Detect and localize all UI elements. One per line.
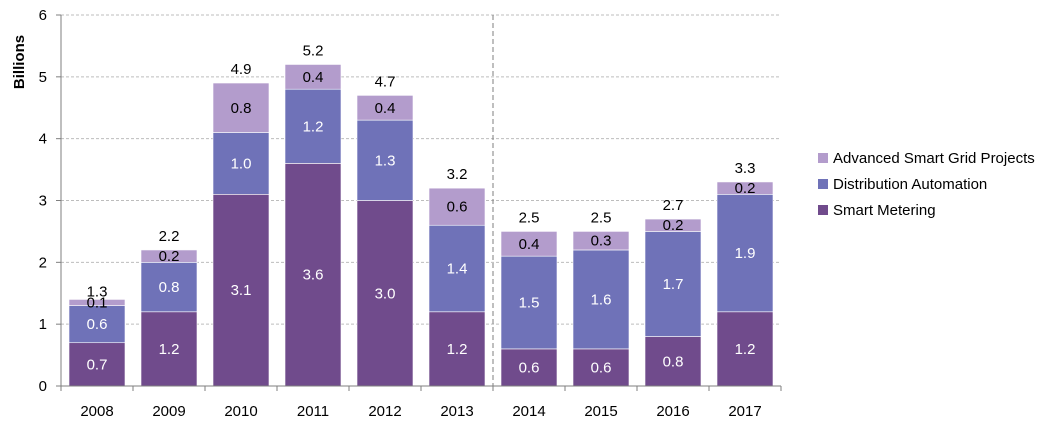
- legend-swatch: [818, 153, 828, 163]
- segment-label: 0.1: [87, 295, 108, 312]
- bar-segment: [212, 82, 270, 133]
- segment-label: 0.6: [519, 359, 540, 376]
- y-axis-title: Billions: [11, 35, 28, 89]
- segment-label: 3.6: [303, 267, 324, 284]
- total-label: 2.7: [663, 197, 684, 214]
- total-label: 3.2: [447, 166, 468, 183]
- legend-label: Advanced Smart Grid Projects: [833, 150, 1035, 167]
- y-tick-label: 0: [39, 378, 47, 395]
- segment-label: 0.8: [231, 100, 252, 117]
- segment-label: 0.6: [447, 199, 468, 216]
- total-label: 2.5: [591, 209, 612, 226]
- axes: 0 1 2 3 4 5 6 2008 2009 2010 2011 2012 2013 2014 2015 2…: [39, 7, 782, 420]
- bar-segment: [212, 194, 270, 387]
- bar-segment: [644, 336, 702, 387]
- data-labels: 0.70.60.11.31.20.80.22.23.11.00.84.93.61…: [87, 42, 756, 376]
- segment-label: 0.4: [519, 236, 540, 253]
- segment-label: 3.0: [375, 285, 396, 302]
- bar-segment: [716, 311, 774, 387]
- segment-label: 1.9: [735, 245, 756, 262]
- total-label: 5.2: [303, 42, 324, 59]
- bar-segment: [356, 200, 414, 387]
- x-tick-label: 2017: [728, 403, 761, 420]
- y-tick-label: 4: [39, 131, 47, 148]
- x-tick-label: 2012: [368, 403, 401, 420]
- segment-label: 1.3: [375, 152, 396, 169]
- y-tick-label: 5: [39, 69, 47, 86]
- legend: Advanced Smart Grid Projects Distribution…: [818, 150, 1035, 219]
- total-label: 4.7: [375, 73, 396, 90]
- segment-label: 1.2: [159, 341, 180, 358]
- segment-label: 0.7: [87, 356, 108, 373]
- bar-segment: [284, 163, 342, 387]
- bar-segment: [68, 299, 126, 306]
- segment-label: 0.2: [159, 248, 180, 265]
- segment-label: 1.5: [519, 295, 540, 312]
- x-tick-label: 2016: [656, 403, 689, 420]
- segment-label: 0.6: [591, 359, 612, 376]
- x-tick-label: 2009: [152, 403, 185, 420]
- y-tick-label: 3: [39, 193, 47, 210]
- x-tick-label: 2011: [297, 403, 329, 420]
- bar-segment: [140, 262, 198, 313]
- bar-segment: [284, 88, 342, 164]
- total-label: 2.2: [159, 228, 180, 245]
- bar-segment: [428, 187, 486, 226]
- segment-label: 1.2: [447, 341, 468, 358]
- segment-label: 1.4: [447, 261, 468, 278]
- segment-label: 1.6: [591, 291, 612, 308]
- bar-segment: [140, 249, 198, 263]
- bar-segment: [572, 249, 630, 350]
- segment-label: 0.4: [303, 69, 324, 86]
- segment-label: 1.0: [231, 155, 252, 172]
- segment-label: 0.3: [591, 233, 612, 250]
- segment-label: 1.2: [303, 118, 324, 135]
- bar-segment: [140, 311, 198, 387]
- bar-segment: [644, 231, 702, 337]
- legend-swatch: [818, 179, 828, 189]
- segment-label: 0.8: [663, 353, 684, 370]
- bar-segment: [716, 194, 774, 313]
- y-tick-label: 2: [39, 254, 47, 271]
- bar-segment: [500, 255, 558, 350]
- legend-swatch: [818, 205, 828, 215]
- total-label: 4.9: [231, 61, 252, 78]
- segment-label: 3.1: [231, 282, 252, 299]
- total-label: 1.3: [87, 284, 108, 301]
- bars: [68, 64, 774, 387]
- bar-segment: [644, 218, 702, 232]
- segment-label: 0.2: [735, 180, 756, 197]
- bar-segment: [284, 64, 342, 90]
- bar-segment: [356, 119, 414, 201]
- segment-label: 1.7: [663, 276, 684, 293]
- x-tick-label: 2013: [440, 403, 473, 420]
- bar-segment: [356, 95, 414, 121]
- y-tick-label: 6: [39, 7, 47, 24]
- x-tick-label: 2008: [80, 403, 113, 420]
- legend-label: Smart Metering: [833, 202, 936, 219]
- segment-label: 0.8: [159, 279, 180, 296]
- bar-segment: [572, 231, 630, 251]
- total-label: 2.5: [519, 209, 540, 226]
- bar-segment: [572, 348, 630, 387]
- segment-label: 0.6: [87, 316, 108, 333]
- x-tick-label: 2010: [224, 403, 257, 420]
- x-tick-label: 2015: [584, 403, 617, 420]
- bar-segment: [68, 305, 126, 344]
- legend-label: Distribution Automation: [833, 176, 987, 193]
- total-label: 3.3: [735, 160, 756, 177]
- x-tick-label: 2014: [512, 403, 545, 420]
- y-tick-label: 1: [39, 316, 47, 333]
- bar-segment: [716, 181, 774, 195]
- segment-label: 0.2: [663, 217, 684, 234]
- bar-segment: [500, 231, 558, 257]
- segment-label: 1.2: [735, 341, 756, 358]
- bar-segment: [428, 224, 486, 313]
- segment-label: 0.4: [375, 100, 396, 117]
